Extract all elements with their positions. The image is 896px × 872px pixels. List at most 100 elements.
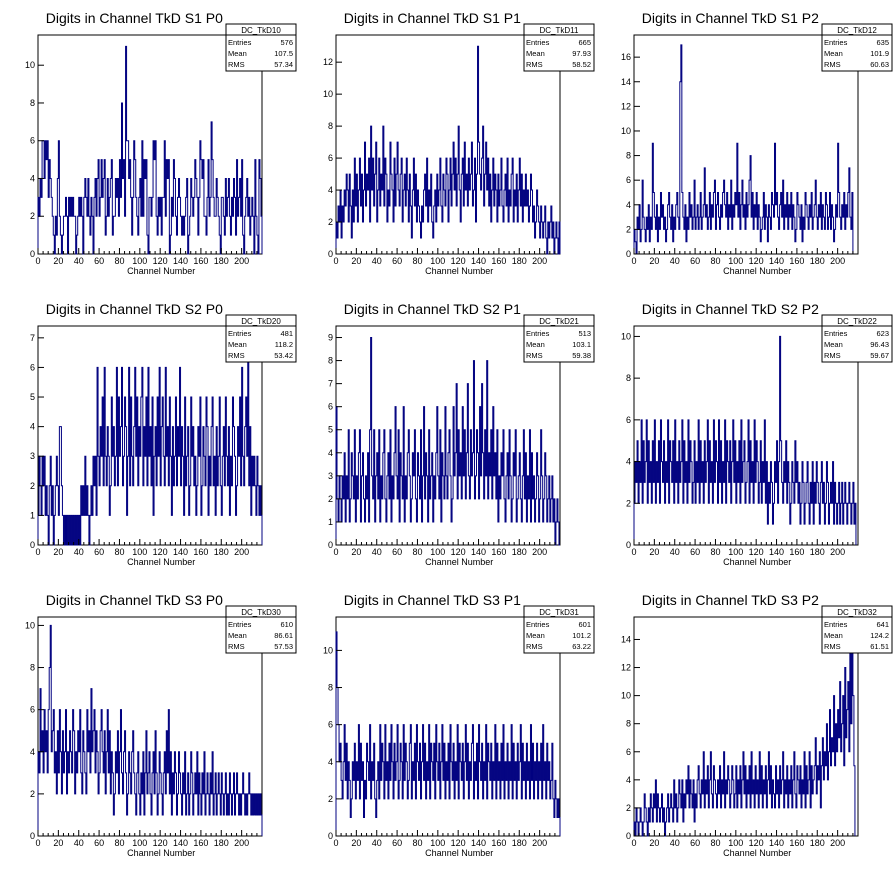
stats-box-frame: [523, 314, 595, 363]
y-tick-label: 8: [626, 373, 631, 383]
x-tick-label: 160: [491, 256, 506, 266]
y-tick-label: 2: [30, 481, 35, 491]
stats-name: DC_TkD20: [241, 317, 281, 326]
x-tick-label: 80: [412, 547, 422, 557]
y-tick-label: 6: [328, 720, 333, 730]
stats-rms-value: 57.53: [274, 642, 293, 651]
stats-name: DC_TkD30: [241, 608, 281, 617]
stats-rms-label: RMS: [526, 642, 543, 651]
stats-mean-value: 86.61: [274, 631, 293, 640]
x-tick-label: 40: [372, 547, 382, 557]
y-tick-label: 9: [328, 333, 333, 343]
x-axis-label: Channel Number: [127, 266, 195, 276]
x-tick-label: 20: [351, 256, 361, 266]
chart-title: Digits in Channel TkD S1 P1: [344, 10, 521, 26]
x-tick-label: 200: [532, 838, 547, 848]
x-tick-label: 120: [153, 256, 168, 266]
x-tick-label: 20: [53, 547, 63, 557]
x-tick-label: 80: [412, 256, 422, 266]
y-tick-label: 5: [328, 425, 333, 435]
stats-name: DC_TkD11: [540, 26, 580, 35]
y-tick-label: 7: [30, 333, 35, 343]
stats-mean-value: 101.9: [870, 49, 889, 58]
stats-box-frame: [821, 23, 893, 72]
y-tick-label: 4: [626, 775, 631, 785]
stats-rms-label: RMS: [228, 642, 245, 651]
stats-mean-value: 103.1: [572, 340, 591, 349]
stats-mean-value: 101.2: [572, 631, 591, 640]
y-tick-label: 0: [328, 540, 333, 550]
y-tick-label: 10: [621, 126, 631, 136]
chart-title: Digits in Channel TkD S2 P2: [642, 301, 819, 317]
y-tick-label: 10: [621, 331, 631, 341]
stats-name: DC_TkD22: [837, 317, 877, 326]
y-tick-label: 8: [30, 663, 35, 673]
x-tick-label: 180: [810, 256, 825, 266]
y-tick-label: 16: [621, 52, 631, 62]
stats-entries-value: 665: [578, 38, 591, 47]
x-axis-label: Channel Number: [723, 557, 791, 567]
stats-box: DC_TkD22 Entries 623 Mean 96.43 RMS 59.67: [821, 314, 893, 363]
chart-title: Digits in Channel TkD S1 P2: [642, 10, 819, 26]
x-tick-label: 40: [74, 256, 84, 266]
y-tick-label: 0: [30, 540, 35, 550]
x-tick-label: 200: [234, 838, 249, 848]
y-tick-label: 2: [30, 211, 35, 221]
x-tick-label: 140: [471, 256, 486, 266]
x-tick-label: 20: [351, 838, 361, 848]
x-tick-label: 140: [471, 838, 486, 848]
x-tick-label: 120: [451, 838, 466, 848]
x-tick-label: 80: [412, 838, 422, 848]
x-tick-label: 60: [392, 547, 402, 557]
stats-rms-value: 63.22: [572, 642, 591, 651]
y-tick-label: 8: [626, 719, 631, 729]
y-tick-label: 2: [328, 217, 333, 227]
stats-entries-label: Entries: [526, 620, 550, 629]
stats-name: DC_TkD10: [241, 26, 281, 35]
stats-rms-value: 59.38: [572, 351, 591, 360]
x-tick-label: 0: [631, 838, 636, 848]
stats-mean-label: Mean: [526, 340, 545, 349]
y-tick-label: 8: [626, 151, 631, 161]
x-tick-label: 100: [728, 838, 743, 848]
x-tick-label: 100: [132, 547, 147, 557]
stats-mean-label: Mean: [824, 49, 843, 58]
y-tick-label: 2: [626, 224, 631, 234]
stats-mean-value: 97.93: [572, 49, 591, 58]
stats-box: DC_TkD10 Entries 576 Mean 107.5 RMS 57.34: [225, 23, 297, 72]
stats-box: DC_TkD31 Entries 601 Mean 101.2 RMS 63.22: [523, 605, 595, 654]
y-tick-label: 3: [30, 451, 35, 461]
x-tick-label: 160: [193, 256, 208, 266]
x-tick-label: 60: [94, 256, 104, 266]
x-tick-label: 160: [193, 838, 208, 848]
x-tick-label: 20: [53, 838, 63, 848]
x-tick-label: 0: [631, 547, 636, 557]
x-tick-label: 200: [532, 256, 547, 266]
stats-mean-label: Mean: [228, 49, 247, 58]
x-tick-label: 0: [333, 256, 338, 266]
y-tick-label: 1: [328, 517, 333, 527]
stats-entries-label: Entries: [228, 329, 252, 338]
y-tick-label: 10: [621, 691, 631, 701]
y-tick-label: 0: [328, 831, 333, 841]
stats-rms-value: 53.42: [274, 351, 293, 360]
histogram-panel: 0 20 40 60 80 100 120 140 160 180 200 0 1 2 3 4 5 6 7 8 9 Dig…: [328, 301, 595, 567]
stats-box: DC_TkD30 Entries 610 Mean 86.61 RMS 57.53: [225, 605, 297, 654]
stats-rms-value: 57.34: [274, 60, 293, 69]
x-tick-label: 180: [214, 547, 229, 557]
y-tick-label: 2: [328, 794, 333, 804]
y-tick-label: 4: [30, 173, 35, 183]
x-tick-label: 80: [710, 256, 720, 266]
y-tick-label: 10: [25, 620, 35, 630]
y-tick-label: 1: [30, 510, 35, 520]
y-tick-label: 14: [621, 77, 631, 87]
x-tick-label: 40: [74, 547, 84, 557]
y-tick-label: 3: [328, 471, 333, 481]
x-tick-label: 40: [372, 838, 382, 848]
histogram-panel: 0 20 40 60 80 100 120 140 160 180 200 0 2 4 6 8 10 Digits…: [621, 301, 893, 567]
x-tick-label: 180: [512, 256, 527, 266]
x-tick-label: 120: [749, 547, 764, 557]
stats-box: DC_TkD12 Entries 635 Mean 101.9 RMS 60.63: [821, 23, 893, 72]
histogram-panel: 0 20 40 60 80 100 120 140 160 180 200 0 2 4 6 8 10 Digits…: [323, 592, 595, 858]
